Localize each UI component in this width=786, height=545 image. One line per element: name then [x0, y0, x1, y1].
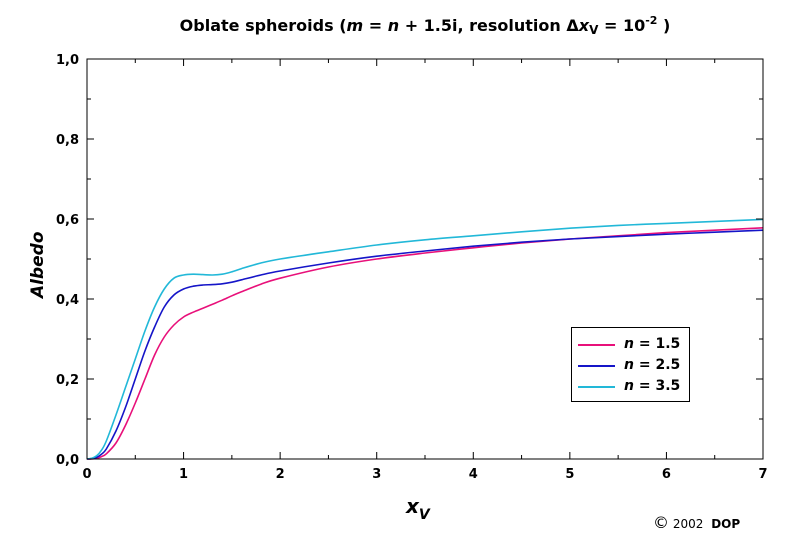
- legend-entry-1: n = 1.5: [578, 335, 688, 353]
- x-tick-label: 4: [469, 467, 478, 482]
- series-line-2: [86, 229, 764, 460]
- x-tick-label: 5: [565, 467, 574, 482]
- x-tick-label: 3: [372, 467, 381, 482]
- y-axis-label: Albedo: [28, 231, 48, 298]
- chart-title: Oblate spheroids (m = n + 1.5i, resoluti…: [86, 14, 764, 37]
- title-eq2: = 10: [598, 16, 646, 35]
- title-prefix: Oblate spheroids (: [179, 16, 347, 35]
- copyright-notice: © 2002 DOP: [653, 513, 740, 532]
- y-tick-label: 0,4: [56, 293, 79, 308]
- title-x: x: [578, 16, 590, 35]
- title-m: m: [346, 16, 364, 35]
- legend-label-3: n = 3.5: [624, 378, 680, 394]
- x-tick-label: 6: [662, 467, 671, 482]
- legend-entry-3: n = 3.5: [578, 377, 688, 395]
- copyright-symbol: ©: [653, 513, 669, 532]
- legend-var-3: n: [624, 378, 634, 394]
- title-eq: =: [363, 16, 388, 35]
- series-line-3: [86, 218, 764, 460]
- title-n: n: [387, 16, 400, 35]
- y-tick-label: 0,0: [56, 453, 79, 468]
- series-layer: [86, 218, 764, 460]
- copyright-owner: DOP: [711, 517, 741, 531]
- title-suffix: ): [657, 16, 671, 35]
- y-tick-label: 0,6: [56, 213, 79, 228]
- x-tick-label: 2: [276, 467, 285, 482]
- y-tick-label: 1,0: [56, 53, 79, 68]
- title-x-subscript: V: [589, 23, 599, 37]
- legend-var-2: n: [624, 357, 634, 373]
- legend-label-1: n = 1.5: [624, 336, 680, 352]
- x-axis-label-sub: V: [418, 507, 430, 523]
- x-tick-label: 7: [758, 467, 767, 482]
- x-tick-label: 0: [82, 467, 91, 482]
- x-tick-label: 1: [179, 467, 188, 482]
- legend-value-2: = 2.5: [633, 357, 681, 373]
- x-axis-label: xV: [406, 494, 430, 523]
- legend-label-2: n = 2.5: [624, 357, 680, 373]
- legend-value-1: = 1.5: [633, 336, 681, 352]
- legend-var-1: n: [624, 336, 634, 352]
- title-exponent: -2: [645, 14, 658, 27]
- y-tick-label: 0,2: [56, 373, 79, 388]
- title-rest: + 1.5i, resolution: [399, 16, 567, 35]
- legend-swatch-3: [578, 386, 615, 388]
- legend-swatch-1: [578, 344, 615, 346]
- legend: n = 1.5 n = 2.5 n = 3.5: [571, 327, 690, 402]
- legend-entry-2: n = 2.5: [578, 356, 688, 374]
- legend-value-3: = 3.5: [633, 378, 681, 394]
- legend-swatch-2: [578, 365, 615, 367]
- title-delta: Δ: [566, 16, 579, 35]
- x-axis-label-main: x: [406, 494, 419, 518]
- copyright-year: 2002: [672, 517, 704, 531]
- ticks-layer: 0 1 2 3 4 5 6 7 0,0 0,2 0,4 0,6 0,8 1,0: [56, 53, 768, 482]
- y-tick-label: 0,8: [56, 133, 79, 148]
